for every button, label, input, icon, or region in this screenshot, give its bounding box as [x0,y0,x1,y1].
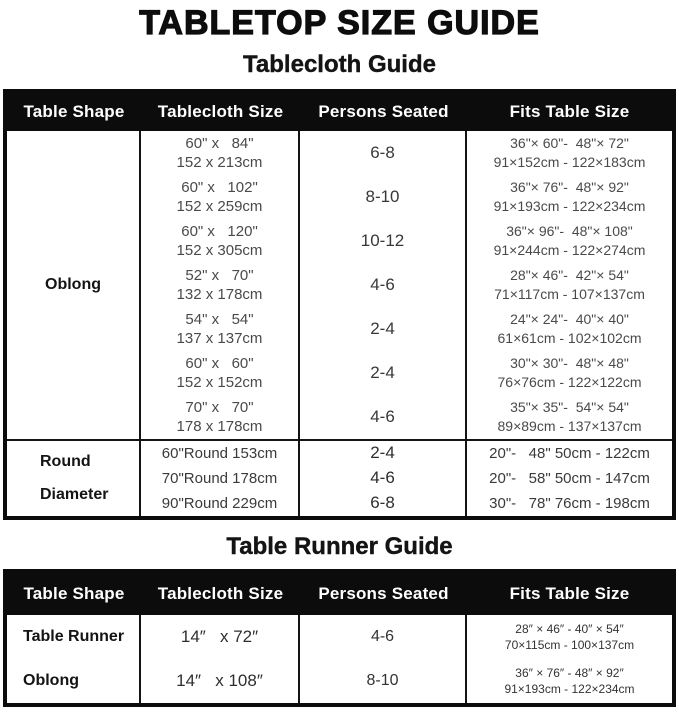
shape-label-oblong: Oblong [7,130,141,439]
fits-cell: 28"× 46"- 42"× 54" 71×117cm - 107×137cm [494,266,645,302]
runner-table: Table Shape Tablecloth Size Persons Seat… [3,569,676,708]
col-header-tablecloth-size: Tablecloth Size [157,101,284,121]
page-title: TABLETOP SIZE GUIDE [139,3,540,42]
persons-cell: 4-6 [300,465,467,491]
size-cell: 70"Round 178cm [141,465,300,491]
persons-cell: 6-8 [300,130,467,175]
col-header-table-shape: Table Shape [23,584,125,604]
persons-cell: 2-4 [300,350,467,395]
size-cell: 90"Round 229cm [141,490,300,516]
size-cell: 60"Round 153cm [141,440,300,466]
size-cell: 54" x 54" 137 x 137cm [141,306,300,351]
round-section: Round Diameter 60"Round 153cm 2-4 20"- 4… [7,438,672,516]
size-cell: 60" x 84" 152 x 213cm [141,130,300,175]
fits-cell: 20"- 58" 50cm - 147cm [489,469,650,487]
fits-cell: 35"× 35"- 54"× 54" 89×89cm - 137×137cm [497,398,642,434]
persons-cell: 10-12 [300,218,467,263]
persons-cell: 2-4 [300,306,467,351]
tablecloth-table-header: Table Shape Tablecloth Size Persons Seat… [7,92,672,131]
col-header-fits-table-size: Fits Table Size [509,584,630,604]
size-cell: 60" x 102" 152 x 259cm [141,174,300,219]
col-header-tablecloth-size: Tablecloth Size [157,584,284,604]
col-header-fits-table-size: Fits Table Size [509,101,630,121]
runner-table-header: Table Shape Tablecloth Size Persons Seat… [7,573,672,616]
tablecloth-table: Table Shape Tablecloth Size Persons Seat… [3,88,676,520]
shape-label-round-diameter: Round Diameter [7,440,141,516]
fits-cell: 20"- 48" 50cm - 122cm [489,444,650,462]
col-header-table-shape: Table Shape [23,101,125,121]
tablecloth-guide-title: Tablecloth Guide [243,50,436,78]
fits-cell: 30"× 30"- 48"× 48" 76×76cm - 122×122cm [497,354,642,390]
fits-cell: 36"× 60"- 48"× 72" 91×152cm - 122×183cm [493,134,646,170]
size-cell: 60" x 120" 152 x 305cm [141,218,300,263]
size-cell: 70" x 70" 178 x 178cm [141,394,300,439]
col-header-persons-seated: Persons Seated [318,101,449,121]
size-cell: 14″ x 108″ [141,659,300,704]
fits-cell: 36"× 76"- 48"× 92" 91×193cm - 122×234cm [493,178,646,214]
col-header-persons-seated: Persons Seated [318,584,449,604]
shape-label-table-runner: Table Runner [7,615,141,660]
runner-guide-title: Table Runner Guide [226,532,453,560]
runner-guide-section: Table Runner Guide Table Shape Tableclot… [0,532,679,708]
persons-cell: 8-10 [300,659,467,704]
tablecloth-guide-section: Tablecloth Guide Table Shape Tablecloth … [0,51,679,520]
persons-cell: 4-6 [300,394,467,439]
fits-cell: 28″ × 46″ - 40″ × 54″ 70×115cm - 100×137… [504,622,635,653]
size-cell: 52" x 70" 132 x 178cm [141,262,300,307]
fits-cell: 36″ × 76″ - 48″ × 92″ 91×193cm - 122×234… [504,666,635,697]
size-cell: 60" x 60" 152 x 152cm [141,350,300,395]
persons-cell: 4-6 [300,262,467,307]
fits-cell: 36"× 96"- 48"× 108" 91×244cm - 122×274cm [493,222,646,258]
persons-cell: 2-4 [300,440,467,466]
size-cell: 14″ x 72″ [141,615,300,660]
shape-label-oblong: Oblong [7,659,141,704]
persons-cell: 4-6 [300,615,467,660]
persons-cell: 6-8 [300,490,467,516]
fits-cell: 30"- 78" 76cm - 198cm [489,494,650,512]
runner-body: Table Runner 14″ x 72″ 4-6 28″ × 46″ - 4… [7,615,672,704]
persons-cell: 8-10 [300,174,467,219]
oblong-section: Oblong 60" x 84" 152 x 213cm 6-8 36"× 60… [7,130,672,439]
fits-cell: 24"× 24"- 40"× 40" 61×61cm - 102×102cm [497,310,642,346]
